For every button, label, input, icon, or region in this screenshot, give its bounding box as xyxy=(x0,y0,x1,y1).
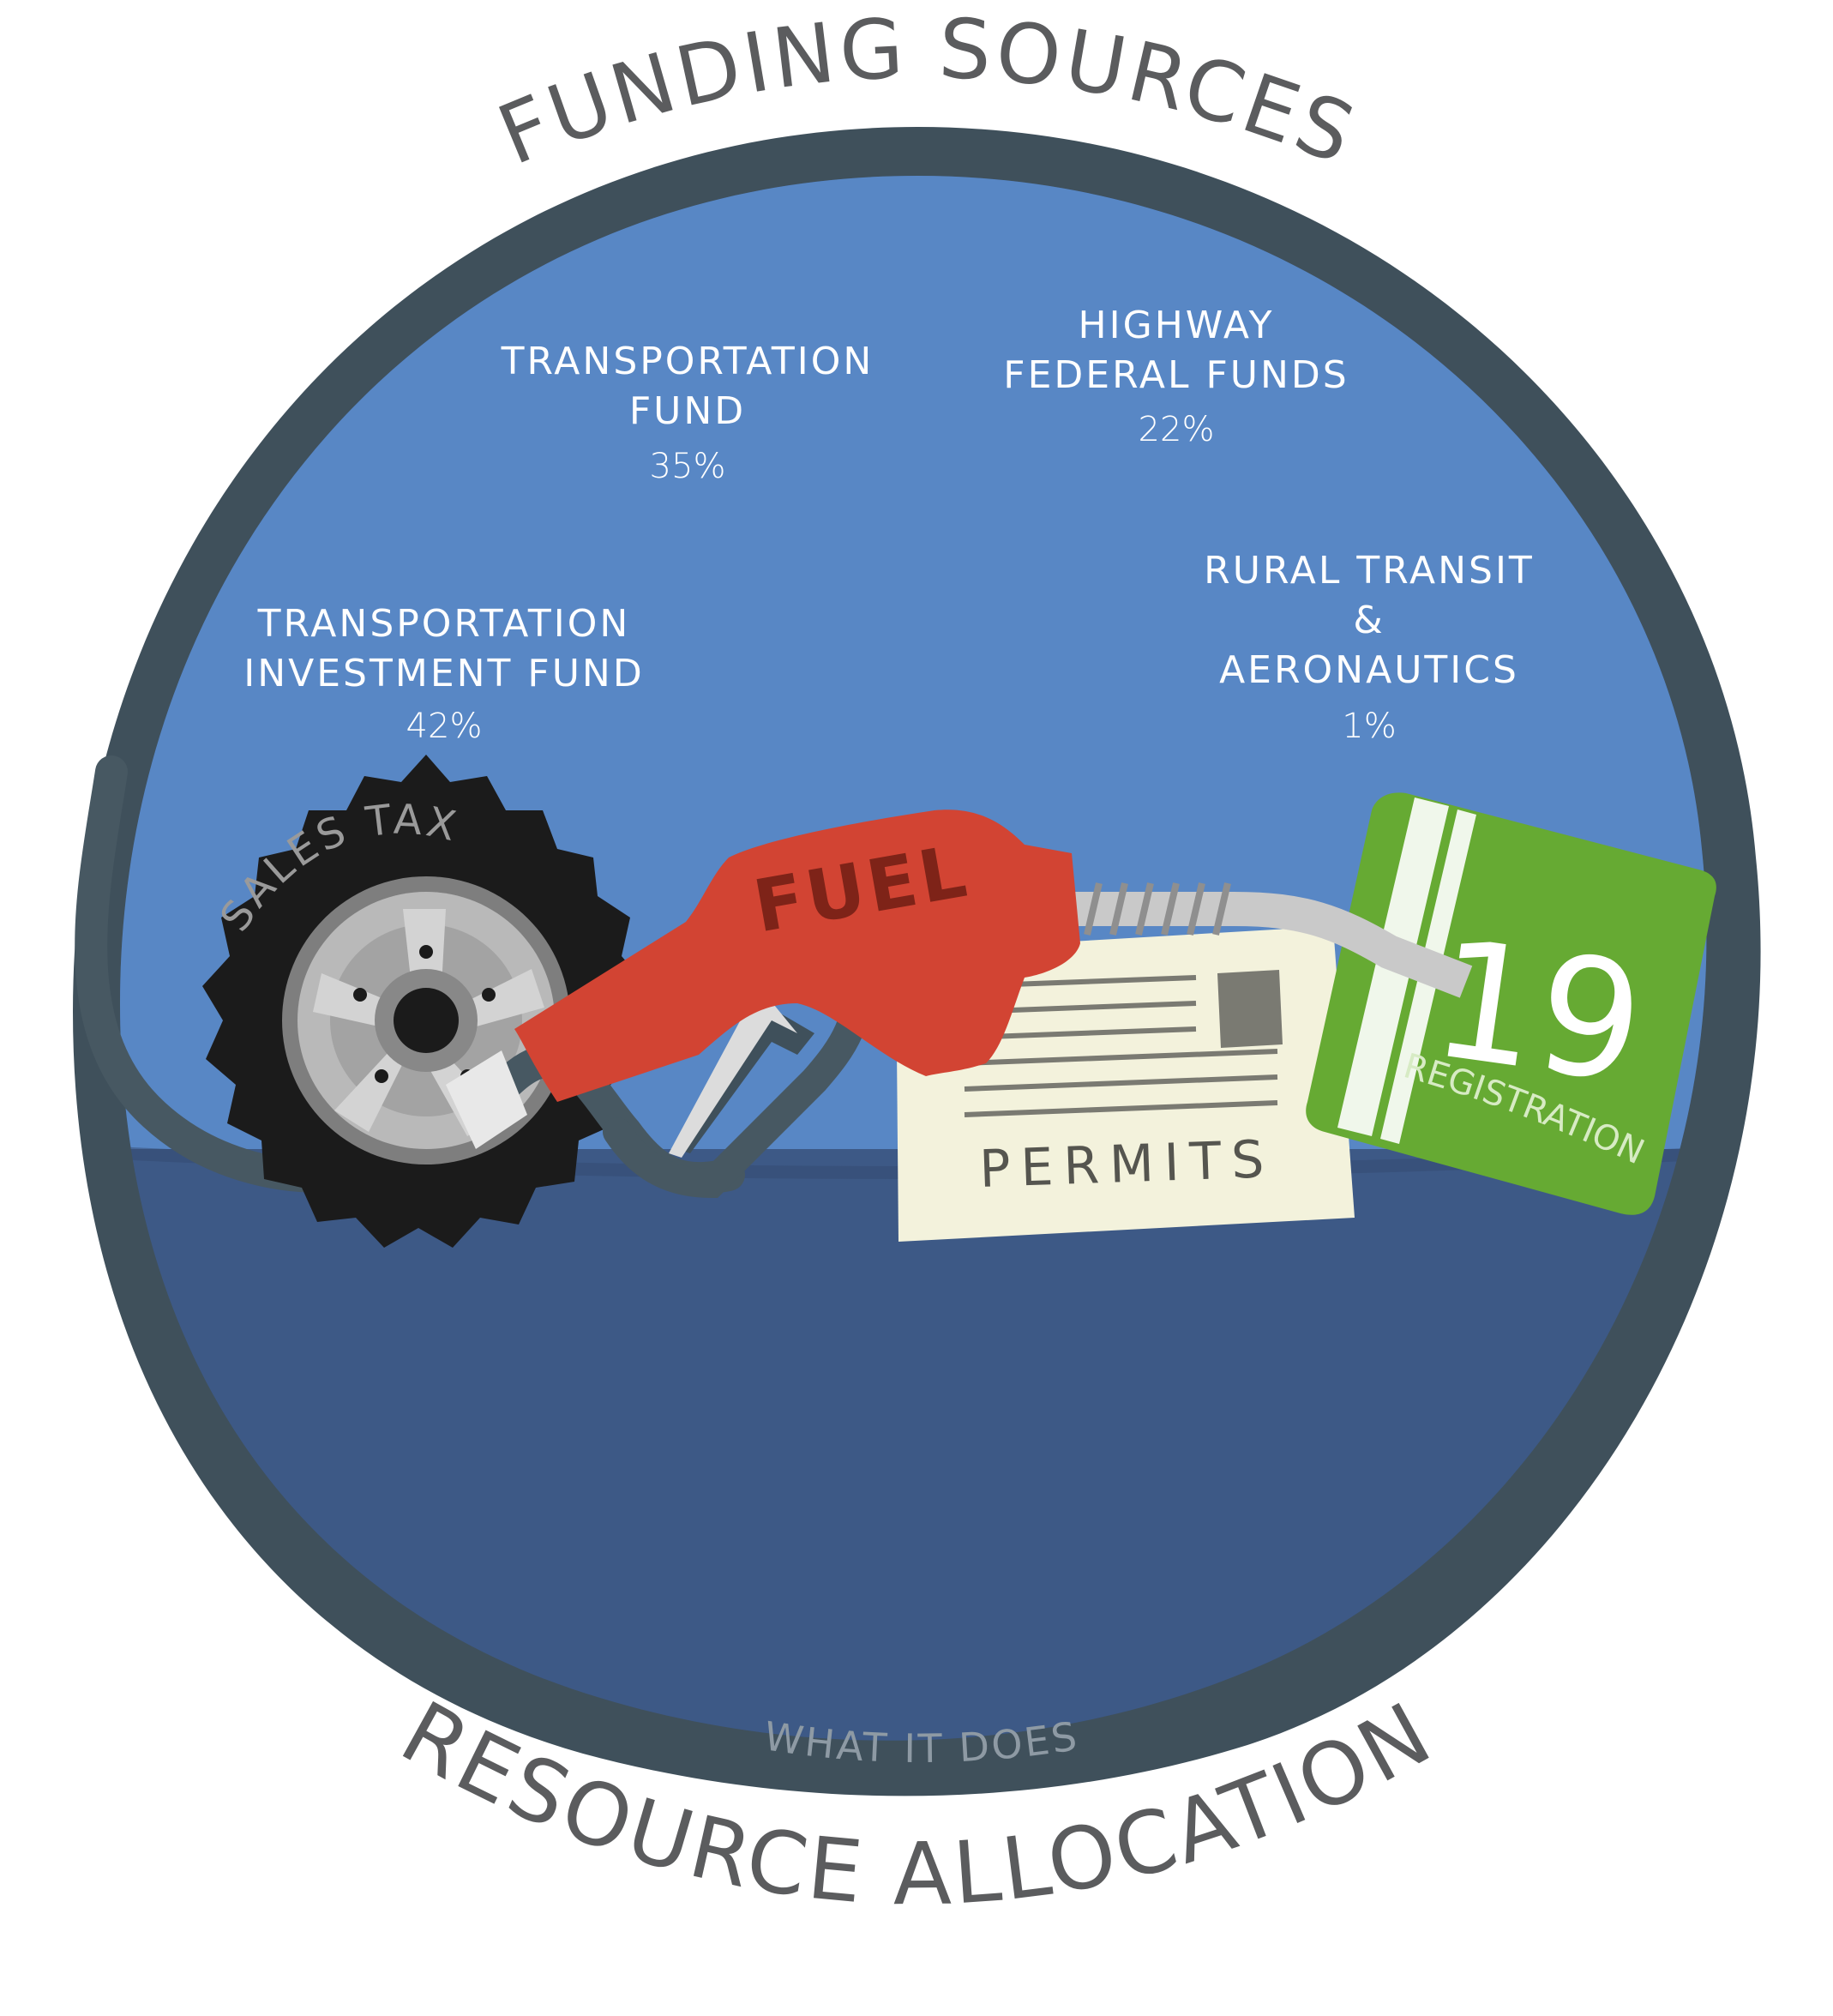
fund-percent: 35% xyxy=(650,447,726,486)
pump-trigger-guard xyxy=(677,1003,814,1153)
fuel-nozzle-metal xyxy=(1067,882,1473,998)
fund-name-line: HIGHWAY xyxy=(1079,304,1275,347)
hose-collar xyxy=(446,1050,527,1149)
fund-name-line: FEDERAL FUNDS xyxy=(1003,353,1349,397)
fund-label-transportation-investment: TRANSPORTATION INVESTMENT FUND 42% xyxy=(243,602,644,746)
fund-name-line: RURAL TRANSIT xyxy=(1204,549,1535,593)
fund-name-line: & xyxy=(1353,599,1385,642)
fund-name-line: TRANSPORTATION xyxy=(257,602,631,646)
registration-number: 19 xyxy=(1422,904,1654,1120)
fund-percent: 1% xyxy=(1342,707,1396,746)
fund-label-highway-federal: HIGHWAY FEDERAL FUNDS 22% xyxy=(1003,304,1349,449)
fund-name-line: INVESTMENT FUND xyxy=(243,652,644,695)
fund-percent: 42% xyxy=(406,707,483,746)
fund-label-rural-transit-aeronautics: RURAL TRANSIT & AERONAUTICS 1% xyxy=(1204,549,1535,746)
fuel-pump-handle: FUEL xyxy=(446,809,1080,1149)
fund-name-line: AERONAUTICS xyxy=(1219,648,1519,692)
fund-label-transportation: TRANSPORTATION FUND 35% xyxy=(501,340,874,486)
registration-card: 19 REGISTRATION xyxy=(1306,792,1716,1215)
fund-percent: 22% xyxy=(1139,410,1215,449)
fund-name-line: TRANSPORTATION xyxy=(501,340,874,383)
permits-label: PERMITS xyxy=(978,1129,1275,1200)
fund-name-line: FUND xyxy=(629,389,746,433)
